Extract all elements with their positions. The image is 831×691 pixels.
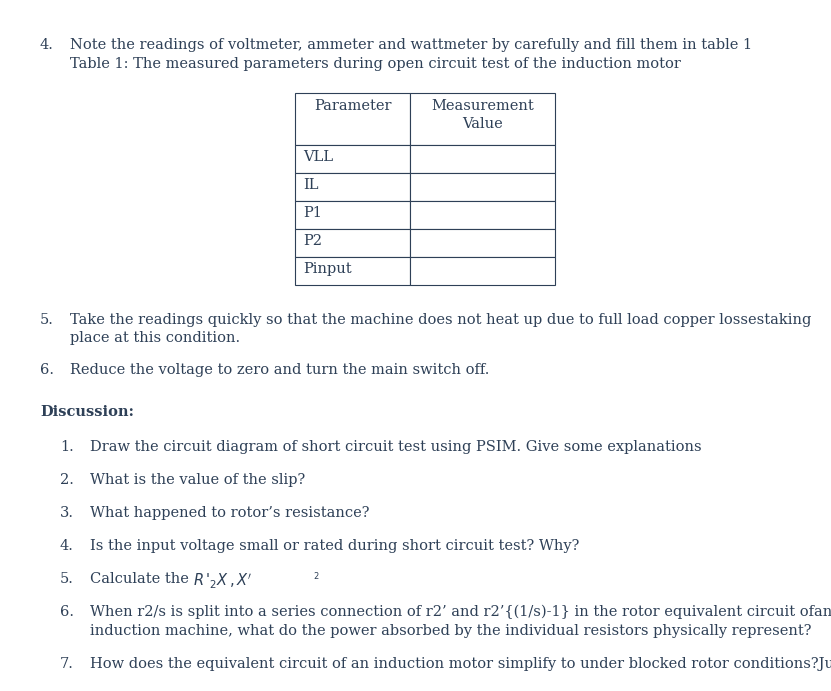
Bar <box>295 257 410 285</box>
Text: When r2/s is split into a series connection of r2’ and r2’{(1/s)-1} in the rotor: When r2/s is split into a series connect… <box>90 605 831 619</box>
Text: 7.: 7. <box>60 657 74 671</box>
Text: Is the input voltage small or rated during short circuit test? Why?: Is the input voltage small or rated duri… <box>90 539 579 553</box>
Text: induction machine, what do the power absorbed by the individual resistors physic: induction machine, what do the power abs… <box>90 624 812 638</box>
Text: Note the readings of voltmeter, ammeter and wattmeter by carefully and fill them: Note the readings of voltmeter, ammeter … <box>70 38 752 52</box>
Text: 5.: 5. <box>60 572 74 586</box>
Text: Measurement: Measurement <box>431 99 534 113</box>
Text: place at this condition.: place at this condition. <box>70 331 240 345</box>
Text: Table 1: The measured parameters during open circuit test of the induction motor: Table 1: The measured parameters during … <box>70 57 681 71</box>
Text: Value: Value <box>462 117 503 131</box>
Text: Draw the circuit diagram of short circuit test using PSIM. Give some explanation: Draw the circuit diagram of short circui… <box>90 440 701 454</box>
Bar <box>295 145 410 173</box>
Bar <box>410 257 555 285</box>
Bar <box>410 229 555 257</box>
Text: What is the value of the slip?: What is the value of the slip? <box>90 473 305 487</box>
Bar <box>295 201 410 229</box>
Text: $_{2}$: $_{2}$ <box>313 569 320 582</box>
Text: 2.: 2. <box>60 473 74 487</box>
Text: What happened to rotor’s resistance?: What happened to rotor’s resistance? <box>90 506 370 520</box>
Text: Parameter: Parameter <box>314 99 391 113</box>
Text: 4.: 4. <box>40 38 54 52</box>
Text: P1: P1 <box>303 206 322 220</box>
Text: 4.: 4. <box>60 539 74 553</box>
Text: Reduce the voltage to zero and turn the main switch off.: Reduce the voltage to zero and turn the … <box>70 363 489 377</box>
Text: 6.: 6. <box>60 605 74 619</box>
Text: Take the readings quickly so that the machine does not heat up due to full load : Take the readings quickly so that the ma… <box>70 313 811 327</box>
Bar <box>410 93 555 145</box>
Text: 3.: 3. <box>60 506 74 520</box>
Text: Discussion:: Discussion: <box>40 405 134 419</box>
Text: VLL: VLL <box>303 150 333 164</box>
Text: $R\,'_{2}X\,,X'\,$: $R\,'_{2}X\,,X'\,$ <box>193 572 253 591</box>
Bar <box>410 145 555 173</box>
Text: IL: IL <box>303 178 318 192</box>
Bar <box>295 93 410 145</box>
Bar <box>295 173 410 201</box>
Text: 6.: 6. <box>40 363 54 377</box>
Text: Calculate the: Calculate the <box>90 572 198 586</box>
Bar <box>410 173 555 201</box>
Text: How does the equivalent circuit of an induction motor simplify to under blocked : How does the equivalent circuit of an in… <box>90 657 831 671</box>
Text: 1.: 1. <box>60 440 74 454</box>
Text: Pinput: Pinput <box>303 262 352 276</box>
Text: P2: P2 <box>303 234 322 248</box>
Bar <box>295 229 410 257</box>
Text: 5.: 5. <box>40 313 54 327</box>
Bar <box>410 201 555 229</box>
